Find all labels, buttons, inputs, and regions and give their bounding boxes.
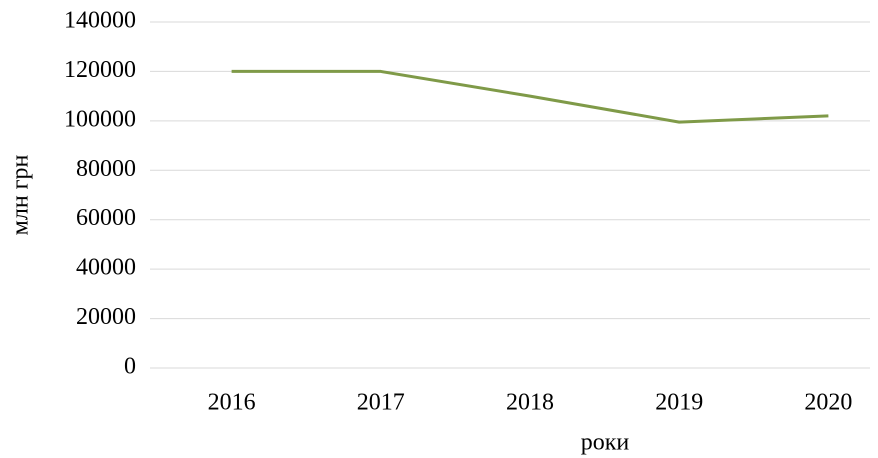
y-axis-label: млн грн [8, 155, 34, 236]
y-tick-label: 100000 [64, 106, 136, 132]
x-axis-label: роки [581, 430, 630, 456]
x-tick-label: 2020 [804, 390, 852, 416]
y-tick-label: 40000 [76, 255, 136, 281]
x-tick-label: 2016 [208, 390, 256, 416]
data-line [231, 69, 829, 124]
y-tick-label: 140000 [64, 8, 136, 34]
x-tick-label: 2018 [506, 390, 554, 416]
y-tick-label: 0 [124, 354, 136, 380]
x-tick-label: 2017 [357, 390, 405, 416]
y-tick-label: 20000 [76, 304, 136, 330]
y-tick-label: 60000 [76, 205, 136, 231]
y-tick-label: 80000 [76, 156, 136, 182]
x-tick-label: 2019 [655, 390, 703, 416]
y-tick-label: 120000 [64, 57, 136, 83]
